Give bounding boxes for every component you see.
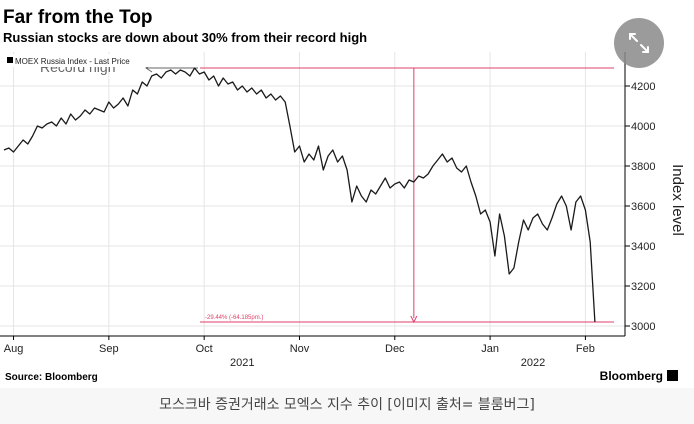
x-axis: Aug Sep Oct Nov Dec Jan Feb 2021 2022	[4, 336, 595, 369]
drop-percent-label: -29.44% (-64.185pm.)	[205, 315, 263, 321]
chart-subtitle: Russian stocks are down about 30% from t…	[3, 30, 367, 45]
x-tick-label: Feb	[576, 343, 595, 355]
bloomberg-brand: Bloomberg	[600, 369, 663, 383]
bloomberg-logo-icon	[667, 370, 678, 381]
x-year-label: 2021	[230, 357, 254, 369]
expand-arrows-icon	[629, 33, 649, 53]
x-tick-label: Dec	[385, 343, 405, 355]
caption-background	[0, 388, 694, 424]
y-tick-label: 3000	[631, 321, 655, 333]
source-label: Source: Bloomberg	[5, 372, 98, 383]
x-tick-label: Jan	[481, 343, 499, 355]
x-tick-label: Nov	[290, 343, 310, 355]
legend-background	[5, 54, 167, 67]
y-tick-label: 3600	[631, 201, 655, 213]
expand-button[interactable]	[614, 18, 664, 68]
series-line-moex	[3, 67, 596, 323]
y-axis: 3000 3200 3400 3600 3800 4000 4200	[625, 81, 655, 333]
y-tick-label: 3200	[631, 281, 655, 293]
x-tick-label: Sep	[99, 343, 119, 355]
annotations: Record high-29.44% (-64.185pm.)	[40, 59, 614, 324]
y-tick-label: 3400	[631, 241, 655, 253]
series-layer	[3, 67, 596, 323]
gridlines	[0, 52, 625, 336]
x-tick-label: Oct	[196, 343, 213, 355]
y-tick-label: 4000	[631, 121, 655, 133]
y-tick-label: 4200	[631, 81, 655, 93]
x-tick-label: Aug	[4, 343, 24, 355]
x-year-label: 2022	[521, 357, 545, 369]
y-tick-label: 3800	[631, 161, 655, 173]
legend-swatch	[7, 57, 13, 63]
image-caption: 모스크바 증권거래소 모엑스 지수 추이 [이미지 출처= 블룸버그]	[159, 397, 535, 413]
chart-title: Far from the Top	[3, 7, 153, 28]
y-axis-title: Index level	[669, 164, 686, 236]
legend-label: MOEX Russia Index - Last Price	[15, 57, 130, 66]
drop-arrow-head	[410, 315, 418, 324]
